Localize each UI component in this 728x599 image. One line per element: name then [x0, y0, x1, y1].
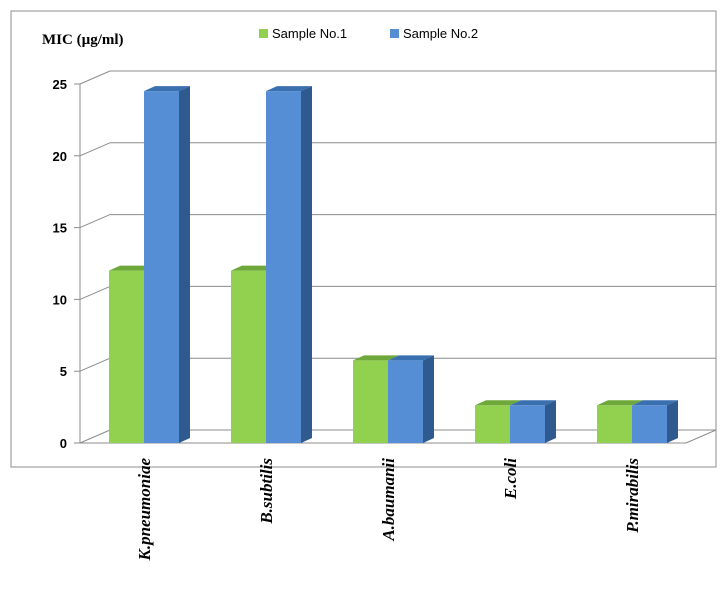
- bar: [388, 355, 434, 443]
- bar-front-face: [510, 405, 545, 443]
- bars: [109, 86, 678, 444]
- bar-front-face: [109, 270, 144, 443]
- bar-top-face: [510, 400, 556, 406]
- y-axis-title: MIC (µg/ml): [42, 32, 124, 48]
- bar-front-face: [266, 91, 301, 444]
- y-tick-label: 0: [60, 436, 67, 451]
- x-category-labels: K.pneumoniae B.subtilis A.baumanii E.coli P.…: [135, 458, 642, 562]
- legend-swatch-sample-1: [259, 29, 268, 38]
- bar-front-face: [632, 405, 667, 443]
- bar-front-face: [475, 405, 510, 443]
- gridline-diagonal: [79, 142, 111, 157]
- floor-right-edge: [685, 429, 717, 444]
- gridline-diagonal: [79, 214, 111, 229]
- y-tick-label: 10: [53, 292, 67, 307]
- bar: [144, 86, 190, 444]
- bar: [231, 265, 277, 443]
- bar-front-face: [353, 360, 388, 443]
- x-category-label: K.pneumoniae: [135, 458, 154, 562]
- legend: Sample No.1 Sample No.2: [259, 26, 478, 41]
- bar-top-face: [388, 355, 434, 361]
- legend-swatch-sample-2: [390, 29, 399, 38]
- bar: [266, 86, 312, 444]
- y-tick-labels: 0 5 10 15 20 25: [53, 77, 67, 451]
- bar: [475, 400, 521, 443]
- bar-top-face: [266, 86, 312, 92]
- legend-label-sample-2: Sample No.2: [403, 26, 478, 41]
- bar-side-face: [301, 86, 312, 444]
- bar: [109, 265, 155, 443]
- bar-top-face: [475, 400, 521, 406]
- bar-front-face: [597, 405, 632, 443]
- bar-top-face: [597, 400, 643, 406]
- x-category-label: E.coli: [501, 458, 520, 500]
- legend-label-sample-1: Sample No.1: [272, 26, 347, 41]
- bar-side-face: [179, 86, 190, 444]
- y-tick-label: 20: [53, 149, 67, 164]
- bar-top-face: [353, 355, 399, 361]
- bar-front-face: [388, 360, 423, 443]
- bar-front-face: [231, 270, 266, 443]
- x-category-label: A.baumanii: [379, 458, 398, 542]
- gridline-diagonal: [79, 357, 111, 372]
- bar-side-face: [545, 400, 556, 443]
- y-tick-label: 25: [53, 77, 67, 92]
- gridline-diagonal: [79, 285, 111, 300]
- x-category-label: B.subtilis: [257, 458, 276, 525]
- y-tick-label: 5: [60, 364, 67, 379]
- bar: [510, 400, 556, 443]
- bar-side-face: [423, 355, 434, 443]
- bar-top-face: [632, 400, 678, 406]
- bar-top-face: [109, 265, 155, 271]
- gridline-diagonal: [79, 429, 111, 444]
- bar: [353, 355, 399, 443]
- gridline-diagonal: [79, 70, 111, 85]
- bar: [632, 400, 678, 443]
- bar: [597, 400, 643, 443]
- bar-top-face: [144, 86, 190, 92]
- bar-side-face: [667, 400, 678, 443]
- bar-top-face: [231, 265, 277, 271]
- bar-front-face: [144, 91, 179, 444]
- y-tick-label: 15: [53, 221, 67, 236]
- x-category-label: P.mirabilis: [623, 458, 642, 534]
